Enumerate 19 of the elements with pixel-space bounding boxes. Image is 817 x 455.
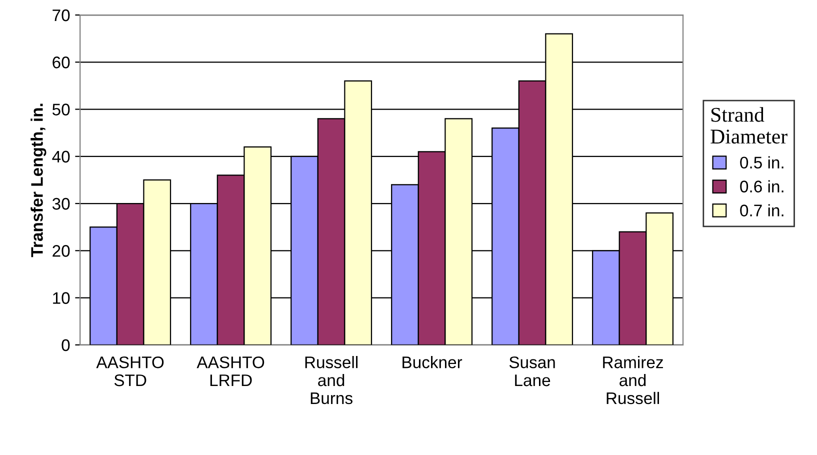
y-tick-label: 30 bbox=[52, 198, 70, 210]
x-tick-label: AASHTO STD bbox=[96, 356, 164, 386]
y-axis-title: Transfer Length, in. bbox=[30, 104, 46, 258]
x-tick-label: Ramirez and Russell bbox=[603, 356, 663, 404]
y-tick-label: 0 bbox=[62, 339, 70, 352]
y-tick-label: 10 bbox=[53, 292, 70, 304]
x-tick-label: Russell and Burns bbox=[305, 356, 358, 404]
x-tick-label: Buckner bbox=[402, 356, 462, 368]
legend-label: 0.6 in. bbox=[740, 180, 784, 192]
legend-title: Strand Diameter bbox=[710, 107, 788, 144]
y-tick-label: 70 bbox=[52, 9, 70, 22]
y-tick-label: 60 bbox=[52, 56, 70, 68]
y-tick-label: 20 bbox=[52, 245, 70, 257]
y-tick-label: 50 bbox=[52, 104, 70, 116]
legend-label: 0.5 in. bbox=[740, 156, 784, 169]
legend-label: 0.7 in. bbox=[740, 204, 784, 216]
y-tick-label: 40 bbox=[52, 150, 70, 163]
x-tick-label: Susan Lane bbox=[509, 356, 555, 386]
x-tick-label: AASHTO LRFD bbox=[196, 356, 264, 386]
